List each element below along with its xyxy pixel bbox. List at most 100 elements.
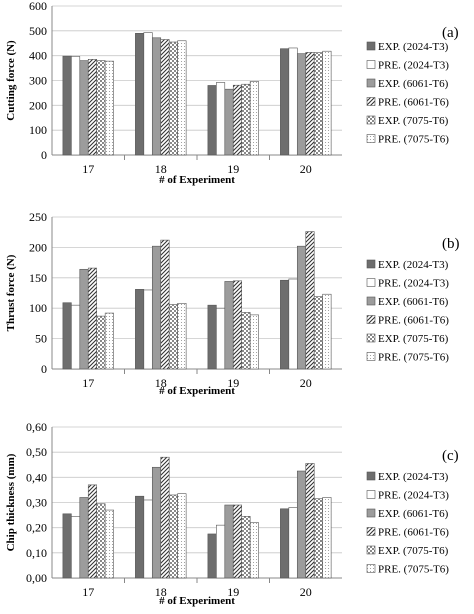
panel-label: (b) (442, 236, 460, 252)
y-axis-title: Cutting force (N) (5, 40, 17, 121)
bar-s5-17 (96, 315, 106, 370)
x-tick-label: 20 (300, 376, 312, 390)
panel-label: (a) (442, 25, 459, 41)
y-tick-label: 0,20 (26, 521, 47, 535)
legend-label: PRE. (2024-T3) (378, 490, 449, 502)
legend-swatch (366, 60, 376, 69)
y-tick-label: 600 (29, 0, 47, 13)
x-tick-label: 19 (227, 585, 239, 599)
bar-s2-20 (288, 278, 298, 370)
bar-s6-19 (249, 522, 259, 579)
chart-panel-2: 0 50 100 150 200 250 17 18 19 20 # of Experiment Th… (5, 210, 460, 397)
legend-swatch (366, 315, 376, 324)
bar-s4-18 (160, 239, 170, 370)
bar-s3-19 (224, 281, 234, 370)
legend-swatch (366, 471, 376, 481)
legend-label: PRE. (7075-T6) (378, 352, 449, 364)
y-tick-label: 0,50 (26, 445, 47, 459)
y-axis-title: Thrust force (N) (5, 254, 17, 331)
legend-label: EXP. (6061-T6) (378, 508, 449, 520)
x-tick-label: 19 (227, 376, 239, 390)
legend-swatch (366, 97, 376, 106)
x-tick-label: 17 (82, 162, 94, 176)
y-tick-label: 0,40 (26, 470, 47, 484)
x-tick-label: 17 (82, 585, 94, 599)
bar-s4-17 (87, 267, 98, 370)
x-tick-label: 18 (155, 162, 167, 176)
bar-s4-20 (305, 231, 315, 370)
bar-s2-20 (288, 47, 298, 156)
bar-s5-18 (168, 304, 178, 370)
legend-swatch (366, 278, 376, 287)
bar-s5-18 (168, 494, 178, 579)
bar-s1-20 (280, 508, 290, 579)
bar-s4-19 (232, 280, 243, 370)
x-tick-label: 17 (82, 376, 94, 390)
legend-label: PRE. (7075-T6) (378, 134, 449, 146)
bar-s3-17 (79, 497, 89, 579)
bar-s6-19 (249, 314, 259, 370)
y-tick-label: 400 (29, 49, 47, 63)
y-tick-label: 50 (35, 332, 47, 346)
bar-s3-18 (151, 466, 162, 579)
bar-s1-20 (280, 279, 290, 370)
y-tick-label: 100 (29, 123, 47, 137)
legend-swatch (366, 115, 376, 125)
legend-swatch (366, 490, 376, 499)
bar-s4-19 (232, 84, 243, 156)
x-tick-label: 20 (300, 585, 312, 599)
legend-label: PRE. (6061-T6) (378, 527, 449, 539)
bar-s1-19 (207, 85, 217, 156)
legend-label: EXP. (2024-T3) (378, 471, 449, 483)
bar-s1-18 (135, 289, 145, 370)
legend-swatch (366, 41, 376, 51)
bar-s6-17 (104, 509, 114, 579)
y-tick-label: 0,10 (26, 546, 47, 560)
bar-s4-17 (87, 59, 98, 156)
x-tick-label: 18 (155, 376, 167, 390)
bar-s1-19 (207, 304, 217, 370)
y-tick-label: 0 (41, 148, 47, 162)
legend-label: EXP. (7075-T6) (378, 545, 449, 557)
bar-s5-20 (313, 498, 323, 579)
bar-s6-17 (104, 312, 114, 370)
legend-swatch (366, 564, 376, 573)
bar-s3-19 (224, 504, 234, 579)
legend-swatch (366, 527, 376, 536)
legend-swatch (366, 545, 376, 555)
bar-s3-20 (296, 470, 307, 579)
bar-s5-19 (241, 83, 251, 156)
y-tick-label: 300 (29, 74, 47, 88)
bar-s2-17 (71, 516, 81, 579)
bar-s1-17 (62, 302, 72, 370)
bar-s2-18 (143, 499, 153, 579)
bar-s2-19 (216, 307, 226, 370)
chart-panel-3: 0,00 0,10 0,20 0,30 0,40 0,50 0,60 17 18 19 20 # of… (5, 420, 459, 607)
legend-label: PRE. (2024-T3) (378, 278, 449, 290)
legend-label: EXP. (6061-T6) (378, 296, 449, 308)
bar-s4-20 (305, 463, 315, 579)
y-tick-label: 200 (29, 240, 47, 254)
legend-swatch (366, 333, 376, 343)
bar-s3-17 (79, 60, 89, 156)
y-tick-label: 100 (29, 301, 47, 315)
legend-label: EXP. (2024-T3) (378, 259, 449, 271)
panel-label: (c) (442, 448, 459, 464)
bar-s4-19 (232, 504, 243, 579)
bar-s4-17 (87, 484, 98, 579)
legend-label: EXP. (6061-T6) (378, 78, 449, 90)
bar-s5-19 (241, 516, 251, 579)
y-tick-label: 250 (29, 210, 47, 224)
bar-s3-20 (296, 53, 307, 156)
bar-s2-17 (71, 56, 81, 156)
x-tick-label: 20 (300, 162, 312, 176)
bar-s3-18 (151, 37, 162, 156)
legend-label: EXP. (7075-T6) (378, 333, 449, 345)
bar-s5-17 (96, 503, 106, 579)
bar-s5-20 (313, 52, 323, 156)
y-tick-label: 200 (29, 98, 47, 112)
y-tick-label: 0,60 (26, 420, 47, 434)
bar-s1-17 (62, 55, 72, 156)
bar-s6-18 (177, 40, 187, 156)
chart-panel-1: 0 100 200 300 400 500 600 17 18 19 20 # of Experime… (5, 0, 459, 186)
